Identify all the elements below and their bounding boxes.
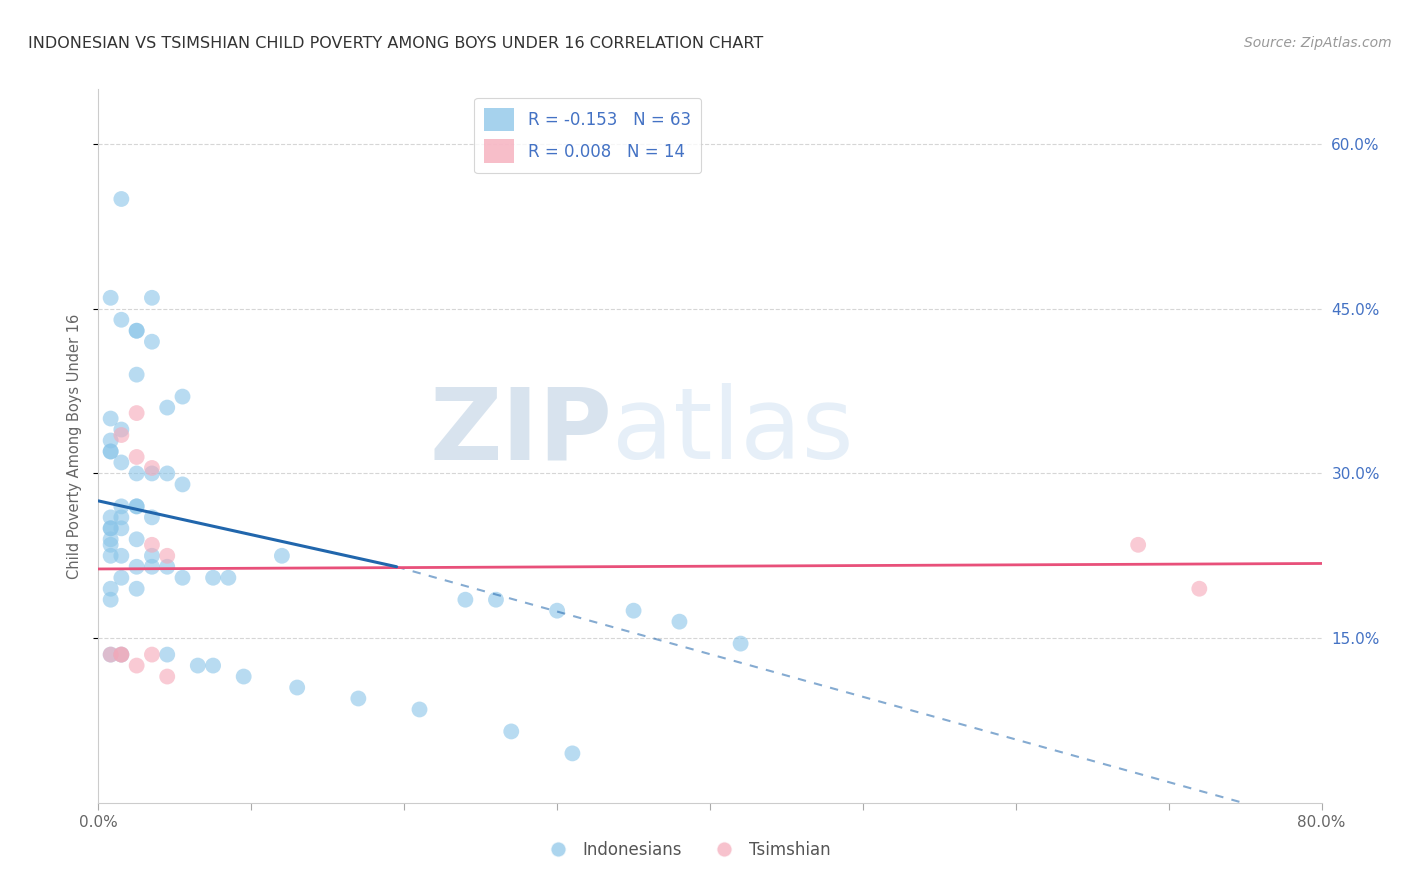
Point bbox=[100, 538, 122, 552]
Text: Source: ZipAtlas.com: Source: ZipAtlas.com bbox=[1244, 36, 1392, 50]
Point bbox=[172, 477, 194, 491]
Point bbox=[141, 648, 163, 662]
Point bbox=[100, 291, 122, 305]
Point bbox=[125, 368, 148, 382]
Point bbox=[100, 434, 122, 448]
Point bbox=[125, 406, 148, 420]
Point bbox=[110, 510, 132, 524]
Point bbox=[100, 444, 122, 458]
Point bbox=[454, 592, 477, 607]
Point bbox=[546, 604, 568, 618]
Text: atlas: atlas bbox=[612, 384, 853, 480]
Point bbox=[100, 521, 122, 535]
Text: INDONESIAN VS TSIMSHIAN CHILD POVERTY AMONG BOYS UNDER 16 CORRELATION CHART: INDONESIAN VS TSIMSHIAN CHILD POVERTY AM… bbox=[28, 36, 763, 51]
Point bbox=[100, 648, 122, 662]
Point bbox=[125, 582, 148, 596]
Point bbox=[100, 582, 122, 596]
Point bbox=[110, 571, 132, 585]
Point bbox=[141, 559, 163, 574]
Point bbox=[100, 444, 122, 458]
Point bbox=[141, 510, 163, 524]
Point bbox=[100, 411, 122, 425]
Point bbox=[1128, 538, 1150, 552]
Point bbox=[623, 604, 645, 618]
Point bbox=[125, 658, 148, 673]
Point bbox=[125, 324, 148, 338]
Point bbox=[156, 669, 179, 683]
Point bbox=[202, 571, 225, 585]
Point bbox=[125, 500, 148, 514]
Point bbox=[141, 334, 163, 349]
Point bbox=[561, 747, 583, 761]
Point bbox=[141, 467, 163, 481]
Point bbox=[156, 559, 179, 574]
Point bbox=[110, 521, 132, 535]
Text: ZIP: ZIP bbox=[429, 384, 612, 480]
Point bbox=[156, 401, 179, 415]
Point bbox=[141, 291, 163, 305]
Point bbox=[110, 648, 132, 662]
Point bbox=[347, 691, 370, 706]
Point bbox=[156, 467, 179, 481]
Point bbox=[485, 592, 508, 607]
Point bbox=[110, 455, 132, 469]
Point bbox=[141, 538, 163, 552]
Point bbox=[110, 648, 132, 662]
Y-axis label: Child Poverty Among Boys Under 16: Child Poverty Among Boys Under 16 bbox=[67, 313, 83, 579]
Point bbox=[100, 521, 122, 535]
Point bbox=[110, 549, 132, 563]
Point bbox=[408, 702, 430, 716]
Point bbox=[110, 192, 132, 206]
Point bbox=[125, 324, 148, 338]
Point bbox=[100, 533, 122, 547]
Point bbox=[172, 390, 194, 404]
Point bbox=[156, 549, 179, 563]
Point bbox=[187, 658, 209, 673]
Point bbox=[125, 450, 148, 464]
Point bbox=[141, 461, 163, 475]
Point bbox=[110, 500, 132, 514]
Point bbox=[100, 648, 122, 662]
Point bbox=[730, 637, 752, 651]
Point bbox=[125, 559, 148, 574]
Point bbox=[100, 592, 122, 607]
Point bbox=[125, 500, 148, 514]
Point bbox=[100, 510, 122, 524]
Point bbox=[110, 648, 132, 662]
Point bbox=[501, 724, 523, 739]
Point bbox=[110, 428, 132, 442]
Point bbox=[110, 423, 132, 437]
Point bbox=[1188, 582, 1211, 596]
Point bbox=[156, 648, 179, 662]
Point bbox=[125, 467, 148, 481]
Point bbox=[100, 549, 122, 563]
Point bbox=[125, 533, 148, 547]
Legend: Indonesians, Tsimshian: Indonesians, Tsimshian bbox=[534, 835, 837, 866]
Point bbox=[285, 681, 308, 695]
Point bbox=[270, 549, 292, 563]
Point bbox=[217, 571, 239, 585]
Point bbox=[172, 571, 194, 585]
Point bbox=[110, 312, 132, 326]
Point bbox=[141, 549, 163, 563]
Point bbox=[668, 615, 690, 629]
Point bbox=[232, 669, 254, 683]
Point bbox=[202, 658, 225, 673]
